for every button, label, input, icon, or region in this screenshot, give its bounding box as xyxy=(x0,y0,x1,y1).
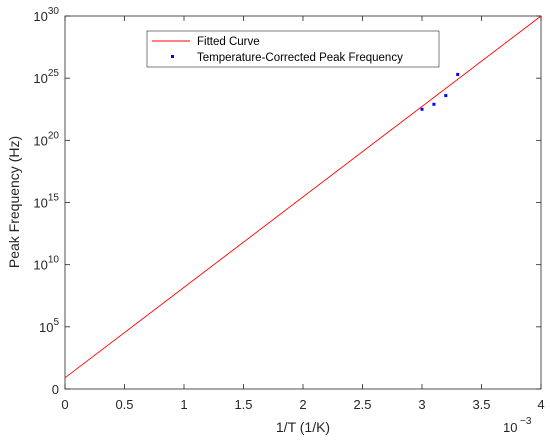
data-point xyxy=(432,102,436,106)
data-point xyxy=(444,94,448,98)
y-tick-label: 1020 xyxy=(33,130,59,148)
y-tick-label: 1015 xyxy=(33,193,59,211)
x-tick-label: 2.5 xyxy=(353,397,371,412)
legend-box xyxy=(146,30,440,68)
data-point xyxy=(420,107,424,111)
x-tick-label: 3.5 xyxy=(472,397,490,412)
legend: Fitted Curve Temperature-Corrected Peak … xyxy=(146,30,440,68)
y-tick-label: 105 xyxy=(39,317,59,335)
x-axis-label: 1/T (1/K) xyxy=(276,419,330,435)
y-axis-label: Peak Frequency (Hz) xyxy=(6,136,22,268)
y-tick-label: 1010 xyxy=(33,255,59,273)
x-tick-label: 0.5 xyxy=(115,397,133,412)
x-tick-label: 0 xyxy=(61,397,68,412)
fitted-curve-line xyxy=(64,15,542,379)
x-tick-label: 3 xyxy=(418,397,425,412)
x-axis-ticks: 0 0.5 1 1.5 2 2.5 3 3.5 4 xyxy=(61,16,545,412)
x-exponent-label: 10 −3 xyxy=(503,416,532,435)
y-tick-label: 1025 xyxy=(33,68,59,86)
x-tick-label: 1.5 xyxy=(234,397,252,412)
legend-swatch-peak-frequency xyxy=(171,55,174,58)
legend-label-peak-frequency: Temperature-Corrected Peak Frequency xyxy=(197,52,403,64)
y-tick-label: 0 xyxy=(52,382,59,397)
y-tick-label: 1030 xyxy=(33,6,59,24)
svg-text:10: 10 xyxy=(503,420,517,435)
x-tick-label: 1 xyxy=(180,397,187,412)
x-tick-label: 4 xyxy=(537,397,544,412)
plot-area xyxy=(64,15,542,390)
x-tick-label: 2 xyxy=(299,397,306,412)
svg-text:−3: −3 xyxy=(520,416,532,427)
data-point xyxy=(456,72,460,76)
series-layer xyxy=(64,15,542,379)
legend-label-fitted-curve: Fitted Curve xyxy=(197,36,260,48)
